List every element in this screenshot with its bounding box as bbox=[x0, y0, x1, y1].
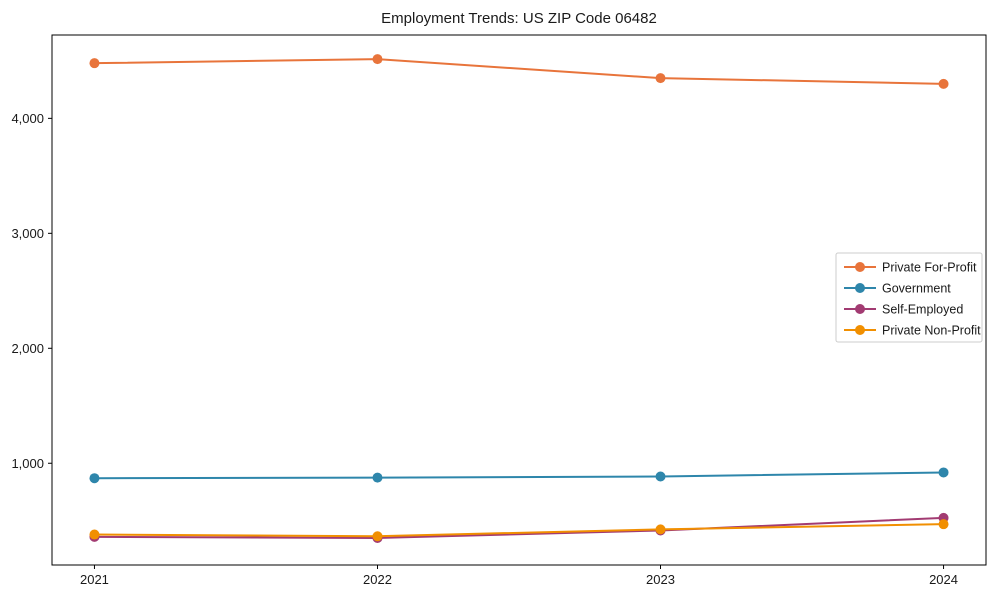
x-tick-label: 2023 bbox=[646, 572, 675, 587]
x-tick-label: 2022 bbox=[363, 572, 392, 587]
data-point-private-for-profit bbox=[655, 73, 666, 84]
y-tick-label: 1,000 bbox=[11, 456, 44, 471]
legend-label-government: Government bbox=[882, 282, 951, 296]
legend-box bbox=[835, 252, 983, 343]
plot-frame bbox=[51, 34, 987, 566]
data-point-private-non-profit bbox=[89, 529, 100, 540]
legend-marker-private-non-profit bbox=[855, 325, 865, 335]
y-tick-label: 4,000 bbox=[11, 111, 44, 126]
series-line-self-employed bbox=[94, 516, 944, 539]
legend-label-private-for-profit: Private For-Profit bbox=[882, 261, 977, 275]
data-point-private-for-profit bbox=[89, 58, 100, 69]
chart-title: Employment Trends: US ZIP Code 06482 bbox=[381, 10, 657, 27]
legend-marker-private-for-profit bbox=[855, 262, 865, 272]
legend-label-self-employed: Self-Employed bbox=[882, 303, 963, 317]
legend-label-private-non-profit: Private Non-Profit bbox=[882, 324, 981, 338]
data-point-government bbox=[89, 473, 100, 484]
data-point-private-non-profit bbox=[655, 524, 666, 535]
data-point-private-non-profit bbox=[372, 531, 383, 542]
legend-marker-government bbox=[855, 283, 865, 293]
data-point-government bbox=[938, 467, 949, 478]
series-line-private-non-profit bbox=[94, 523, 944, 538]
legend-marker-self-employed bbox=[855, 304, 865, 314]
y-tick-label: 2,000 bbox=[11, 341, 44, 356]
x-tick-label: 2024 bbox=[929, 572, 958, 587]
data-point-private-for-profit bbox=[938, 78, 949, 89]
data-point-private-for-profit bbox=[372, 54, 383, 65]
series-line-private-for-profit bbox=[94, 58, 944, 85]
data-point-government bbox=[655, 471, 666, 482]
series-line-government bbox=[94, 471, 944, 480]
data-point-private-non-profit bbox=[938, 519, 949, 530]
data-point-government bbox=[372, 472, 383, 483]
x-tick-label: 2021 bbox=[80, 572, 109, 587]
y-tick-label: 3,000 bbox=[11, 226, 44, 241]
